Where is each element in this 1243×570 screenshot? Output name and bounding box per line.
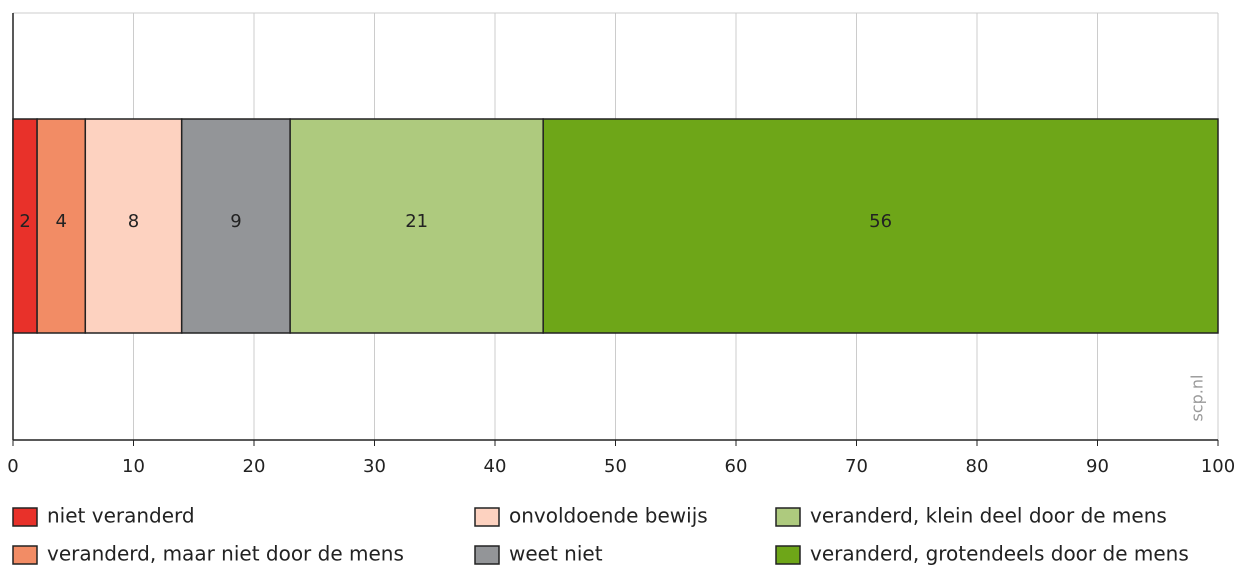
legend-label: weet niet xyxy=(509,542,603,566)
bar-segment xyxy=(12,118,38,334)
legend-swatch xyxy=(474,507,500,527)
legend-swatch xyxy=(474,545,500,565)
legend-swatch xyxy=(12,507,38,527)
legend-label: veranderd, maar niet door de mens xyxy=(47,542,404,566)
x-tick-label: 30 xyxy=(363,456,386,477)
x-tick-label: 20 xyxy=(243,456,266,477)
x-tick-label: 100 xyxy=(1201,456,1235,477)
legend-swatch xyxy=(775,545,801,565)
legend-swatch xyxy=(775,507,801,527)
bar-segment xyxy=(36,118,87,334)
watermark: scp.nl xyxy=(1188,375,1207,422)
legend-label: onvoldoende bewijs xyxy=(509,504,708,528)
x-tick-label: 60 xyxy=(725,456,748,477)
legend-label: veranderd, grotendeels door de mens xyxy=(810,542,1189,566)
x-tick-label: 80 xyxy=(966,456,989,477)
x-tick-label: 0 xyxy=(7,456,18,477)
legend-label: veranderd, klein deel door de mens xyxy=(810,504,1167,528)
x-tick-label: 40 xyxy=(484,456,507,477)
legend-label: niet veranderd xyxy=(47,504,195,528)
x-tick-label: 10 xyxy=(122,456,145,477)
data-label: 56 xyxy=(869,211,892,232)
bar-segment xyxy=(180,118,291,334)
data-label: 8 xyxy=(128,211,139,232)
bar-segment xyxy=(84,118,183,334)
data-label: 21 xyxy=(405,211,428,232)
bar-segment xyxy=(542,118,1219,334)
x-tick-label: 90 xyxy=(1086,456,1109,477)
legend-swatch xyxy=(12,545,38,565)
data-label: 9 xyxy=(230,211,241,232)
x-tick-label: 70 xyxy=(845,456,868,477)
x-tick-label: 50 xyxy=(604,456,627,477)
data-label: 4 xyxy=(55,211,66,232)
data-label: 2 xyxy=(19,211,30,232)
